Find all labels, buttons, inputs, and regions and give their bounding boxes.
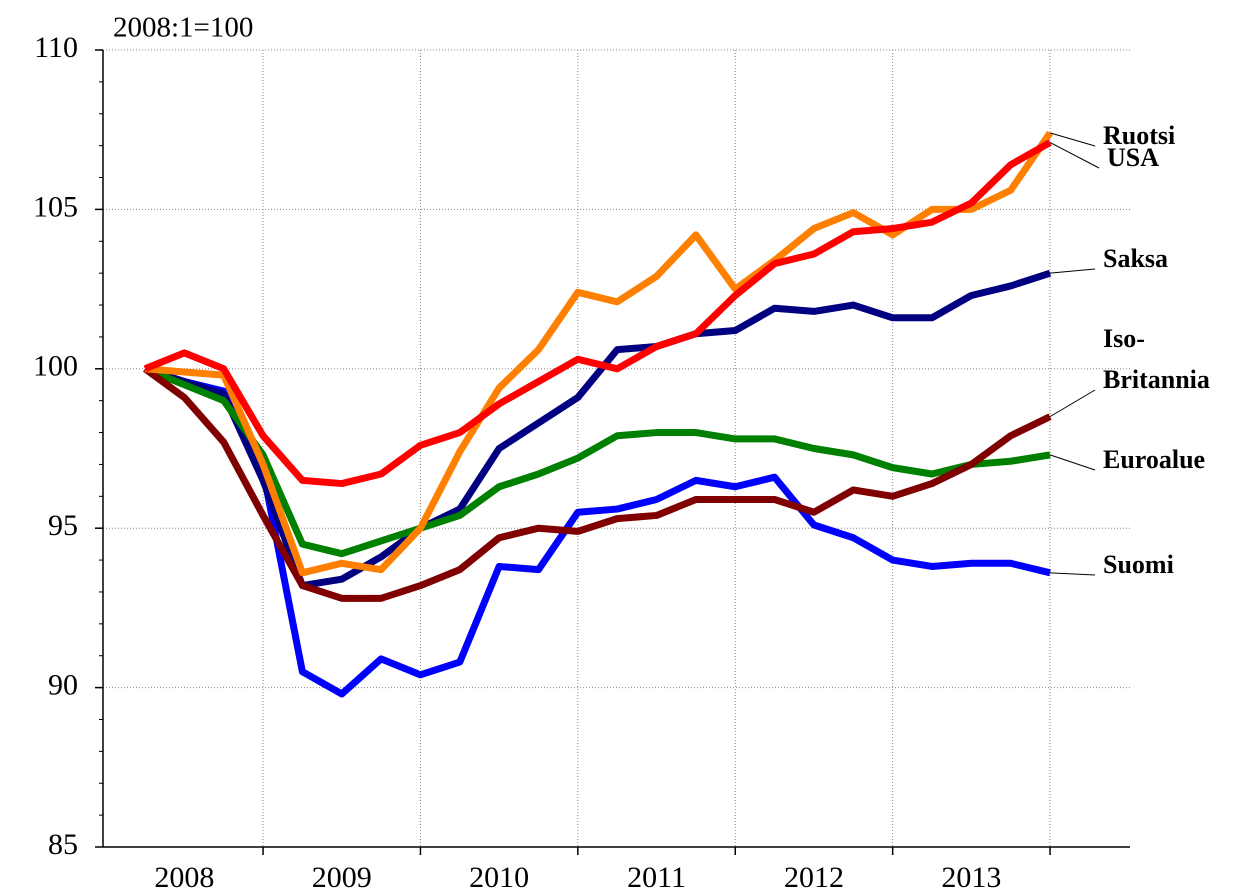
leader-line bbox=[1050, 572, 1096, 576]
label-part: Iso- bbox=[1103, 324, 1145, 353]
leader-line bbox=[1049, 454, 1096, 471]
y-tick-label: 95 bbox=[48, 509, 78, 542]
x-tick-label: 2013 bbox=[941, 861, 1001, 894]
series-line bbox=[143, 365, 1051, 558]
series-label: Euroalue bbox=[1103, 445, 1205, 474]
leader-line bbox=[1049, 132, 1096, 147]
series-label: Iso- Britannia bbox=[1103, 324, 1210, 394]
y-tick-label: 100 bbox=[33, 350, 78, 383]
series-line bbox=[143, 269, 1052, 590]
chart-title: 2008:1=100 bbox=[113, 12, 253, 44]
y-tick-label: 90 bbox=[48, 668, 78, 701]
series-line bbox=[142, 365, 1052, 602]
leader-line bbox=[1049, 389, 1096, 418]
x-tick-label: 2012 bbox=[784, 861, 844, 894]
x-tick-label: 2011 bbox=[627, 861, 686, 894]
series-line bbox=[144, 130, 1053, 577]
leader-line bbox=[1049, 142, 1100, 169]
series-line bbox=[143, 139, 1052, 488]
series-label: Saksa bbox=[1103, 244, 1168, 273]
label-part: Britannia bbox=[1103, 365, 1210, 394]
series-label: Suomi bbox=[1103, 550, 1174, 579]
x-tick-label: 2010 bbox=[469, 861, 529, 894]
x-tick-label: 2009 bbox=[312, 861, 372, 894]
series-label: Ruotsi bbox=[1103, 121, 1175, 150]
series-line bbox=[143, 365, 1051, 698]
x-tick-label: 2008 bbox=[154, 861, 214, 894]
y-tick-label: 85 bbox=[48, 828, 78, 861]
y-tick-label: 110 bbox=[34, 31, 78, 64]
series-label: USA bbox=[1107, 143, 1159, 172]
y-tick-label: 105 bbox=[33, 190, 78, 223]
leader-line bbox=[1050, 268, 1096, 274]
